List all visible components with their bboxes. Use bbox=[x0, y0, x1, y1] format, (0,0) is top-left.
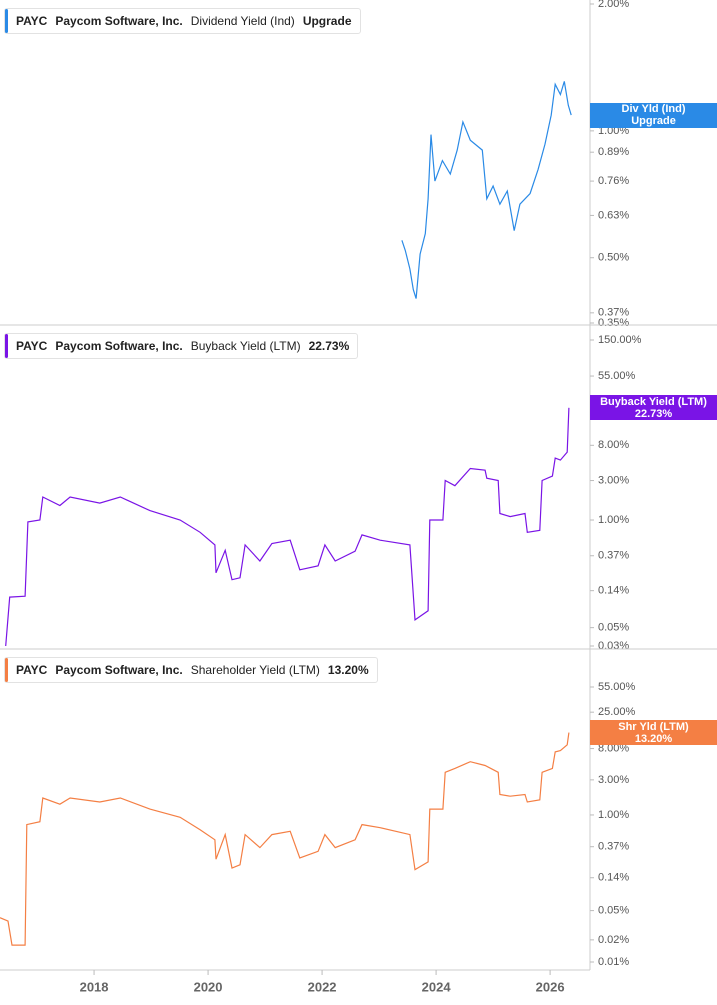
y-tick-label: 8.00% bbox=[598, 439, 629, 451]
series-line bbox=[0, 732, 570, 946]
y-tick-label: 0.37% bbox=[598, 307, 629, 319]
last-value-flag: Buyback Yield (LTM) 22.73% bbox=[590, 395, 717, 421]
legend-value: 22.73% bbox=[308, 339, 350, 353]
y-tick-label: 0.14% bbox=[598, 872, 629, 884]
y-tick-label: 0.35% bbox=[598, 317, 629, 329]
legend-value: Upgrade bbox=[302, 14, 352, 28]
y-tick-label: 0.37% bbox=[598, 841, 629, 853]
legend-series: Shareholder Yield (LTM) bbox=[190, 663, 320, 677]
legend-ticker: PAYC bbox=[16, 663, 48, 677]
series-line bbox=[401, 81, 572, 299]
legend: PAYC Paycom Software, Inc. Buyback Yield (… bbox=[4, 333, 359, 359]
y-tick-label: 0.14% bbox=[598, 585, 629, 597]
y-tick-label: 0.89% bbox=[598, 146, 629, 158]
y-tick-label: 0.63% bbox=[598, 209, 629, 221]
y-tick-label: 0.50% bbox=[598, 252, 629, 264]
flag-label: Div Yld (Ind) bbox=[621, 103, 686, 116]
legend-series: Dividend Yield (Ind) bbox=[190, 14, 295, 28]
x-tick-label: 2018 bbox=[80, 979, 109, 994]
y-tick-label: 150.00% bbox=[598, 334, 642, 346]
y-tick-label: 55.00% bbox=[598, 370, 636, 382]
legend-value: 13.20% bbox=[327, 663, 369, 677]
x-tick-label: 2020 bbox=[194, 979, 223, 994]
y-tick-label: 0.05% bbox=[598, 622, 629, 634]
y-tick-label: 1.00% bbox=[598, 809, 629, 821]
y-tick-label: 0.37% bbox=[598, 550, 629, 562]
x-tick-label: 2022 bbox=[308, 979, 337, 994]
legend-swatch bbox=[5, 9, 8, 33]
y-tick-label: 2.00% bbox=[598, 0, 629, 10]
x-tick-label: 2026 bbox=[536, 979, 565, 994]
flag-value: 22.73% bbox=[634, 407, 673, 420]
y-tick-label: 8.00% bbox=[598, 742, 629, 754]
y-tick-label: 0.76% bbox=[598, 175, 629, 187]
y-tick-label: 1.00% bbox=[598, 125, 629, 137]
y-tick-label: 0.05% bbox=[598, 905, 629, 917]
y-tick-label: 55.00% bbox=[598, 681, 636, 693]
legend-series: Buyback Yield (LTM) bbox=[190, 339, 301, 353]
flag-value: Upgrade bbox=[631, 115, 676, 128]
legend-ticker: PAYC bbox=[16, 339, 48, 353]
legend-company: Paycom Software, Inc. bbox=[55, 663, 183, 677]
flag-label: Buyback Yield (LTM) bbox=[600, 395, 707, 408]
y-tick-label: 0.03% bbox=[598, 640, 629, 652]
y-tick-label: 3.00% bbox=[598, 774, 629, 786]
legend-company: Paycom Software, Inc. bbox=[55, 14, 183, 28]
legend-company: Paycom Software, Inc. bbox=[55, 339, 183, 353]
series-line bbox=[5, 407, 570, 647]
legend: PAYC Paycom Software, Inc. Shareholder Yie… bbox=[4, 657, 378, 683]
y-tick-label: 0.01% bbox=[598, 956, 629, 968]
last-value-flag: Shr Yld (LTM) 13.20% bbox=[590, 720, 717, 746]
legend-ticker: PAYC bbox=[16, 14, 48, 28]
y-tick-label: 1.00% bbox=[598, 514, 629, 526]
x-tick-label: 2024 bbox=[422, 979, 452, 994]
y-tick-label: 0.02% bbox=[598, 934, 629, 946]
flag-value: 13.20% bbox=[634, 732, 673, 745]
last-value-flag: Div Yld (Ind) Upgrade bbox=[590, 102, 717, 128]
legend-swatch bbox=[5, 658, 8, 682]
flag-label: Shr Yld (LTM) bbox=[618, 720, 689, 733]
legend-swatch bbox=[5, 334, 8, 358]
legend: PAYC Paycom Software, Inc. Dividend Yield … bbox=[4, 8, 361, 34]
y-tick-label: 3.00% bbox=[598, 474, 629, 486]
y-tick-label: 25.00% bbox=[598, 706, 636, 718]
